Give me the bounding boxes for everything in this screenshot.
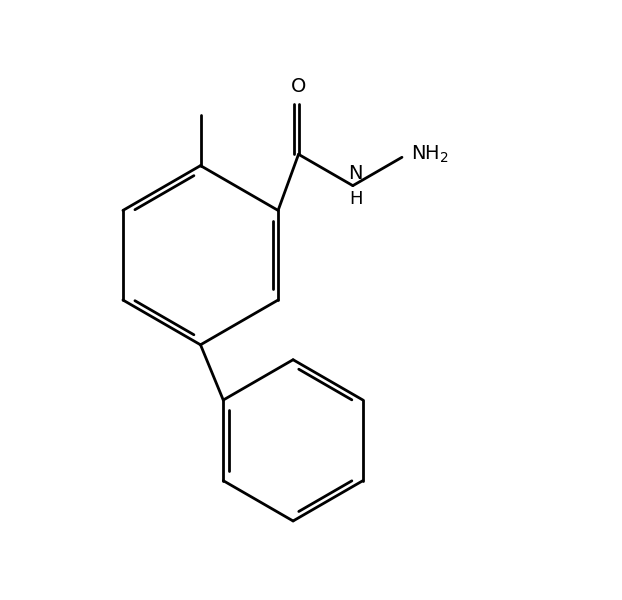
Text: O: O — [291, 77, 306, 97]
Text: N: N — [348, 164, 363, 182]
Text: H: H — [349, 190, 363, 208]
Text: NH$_2$: NH$_2$ — [411, 143, 449, 165]
